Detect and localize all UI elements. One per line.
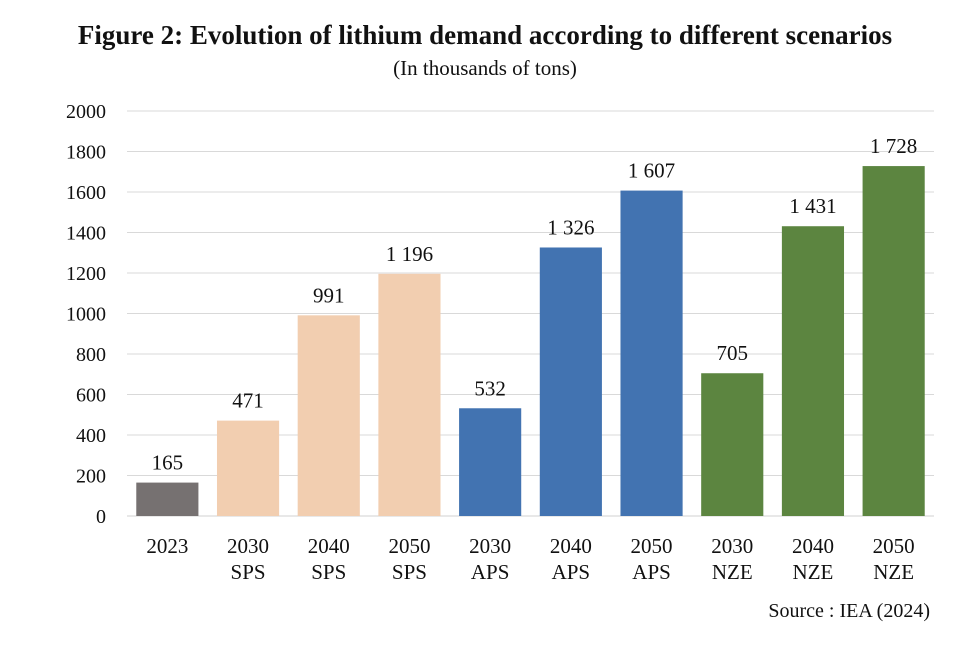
- x-tick-label: APS: [632, 560, 671, 584]
- data-label: 1 607: [628, 159, 675, 183]
- x-tick-label: 2050: [873, 534, 915, 558]
- y-tick-label: 1600: [66, 182, 106, 204]
- bar: [862, 166, 925, 516]
- x-tick-label: NZE: [793, 560, 834, 584]
- bar: [378, 273, 441, 516]
- bar: [459, 408, 522, 516]
- y-tick-label: 0: [96, 506, 106, 528]
- x-tick-label: NZE: [873, 560, 914, 584]
- y-axis-ticks: 0 200 400 600 800 1000 1200 1400 1600 1800 2000: [66, 101, 106, 528]
- data-label: 705: [717, 341, 749, 365]
- y-tick-label: 400: [76, 425, 106, 447]
- bar: [136, 482, 199, 516]
- x-tick-label: 2040: [308, 534, 350, 558]
- x-axis-ticks: 2023 2030SPS2040SPS2050SPS2030APS2040APS2…: [146, 534, 914, 584]
- source-note: Source : IEA (2024): [768, 600, 930, 622]
- y-tick-label: 600: [76, 385, 106, 407]
- data-label: 1 196: [386, 242, 433, 266]
- x-tick-label: 2040: [550, 534, 592, 558]
- x-tick-label: SPS: [311, 560, 346, 584]
- data-label: 165: [152, 451, 184, 475]
- y-tick-label: 1000: [66, 304, 106, 326]
- x-tick-label: 2030: [227, 534, 269, 558]
- y-tick-label: 200: [76, 466, 106, 488]
- x-tick-label: 2030: [711, 534, 753, 558]
- bar: [297, 315, 360, 516]
- y-tick-label: 800: [76, 344, 106, 366]
- x-tick-label: APS: [471, 560, 510, 584]
- x-tick-label: 2040: [792, 534, 834, 558]
- y-tick-label: 1800: [66, 142, 106, 164]
- x-tick-label: 2050: [388, 534, 430, 558]
- data-labels: 165 471 991 1 196 532 1 326 1 607 705 1 431 1 728: [152, 134, 918, 475]
- x-tick-label: SPS: [392, 560, 427, 584]
- x-tick-label: APS: [552, 560, 591, 584]
- x-tick-label: NZE: [712, 560, 753, 584]
- bar: [781, 226, 845, 516]
- x-tick-label: 2023: [146, 534, 188, 558]
- x-tick-label: 2030: [469, 534, 511, 558]
- bar: [620, 190, 683, 516]
- y-tick-label: 2000: [66, 101, 106, 123]
- bar: [539, 247, 602, 517]
- y-tick-label: 1400: [66, 223, 106, 245]
- bar: [216, 420, 280, 516]
- chart-title: Figure 2: Evolution of lithium demand ac…: [77, 20, 893, 50]
- data-label: 471: [232, 389, 264, 413]
- chart-subtitle: (In thousands of tons): [393, 56, 577, 80]
- data-label: 1 728: [870, 134, 917, 158]
- x-tick-label: SPS: [231, 560, 266, 584]
- x-tick-label: 2050: [631, 534, 673, 558]
- y-tick-label: 1200: [66, 263, 106, 285]
- data-label: 1 326: [547, 215, 594, 239]
- bars: [136, 166, 925, 517]
- bar: [701, 373, 764, 516]
- data-label: 1 431: [789, 194, 836, 218]
- data-label: 991: [313, 283, 345, 307]
- data-label: 532: [474, 376, 506, 400]
